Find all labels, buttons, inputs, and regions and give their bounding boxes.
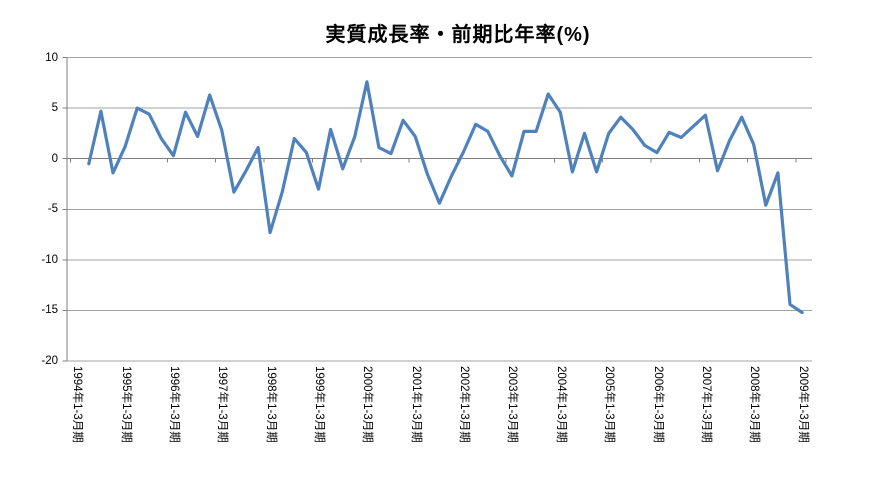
y-axis-tick-label: 0 — [51, 152, 58, 165]
y-axis-tick-label: 10 — [45, 51, 58, 64]
y-axis-tick-label: -10 — [41, 253, 58, 266]
x-axis-tick-label: 2002年1-3月期 — [458, 366, 471, 443]
x-axis-tick-label: 2005年1-3月期 — [603, 366, 616, 443]
gridlines — [67, 57, 812, 362]
x-axis-tick-label: 1999年1-3月期 — [313, 366, 325, 443]
x-axis-tick-label: 2000年1-3月期 — [361, 366, 374, 443]
x-axis-tick-label: 2009年1-3月期 — [796, 366, 809, 443]
y-axis-tick-label: -5 — [47, 203, 58, 216]
x-axis-tick-label: 2006年1-3月期 — [651, 366, 664, 443]
gdp-growth-line-series — [87, 80, 804, 315]
x-axis-tick-label: 1997年1-3月期 — [216, 366, 229, 443]
x-axis-tick-label: 1996年1-3月期 — [167, 366, 180, 443]
series-line — [87, 80, 804, 315]
x-axis-tick-label: 2001年1-3月期 — [409, 366, 422, 443]
axis-ticks — [62, 57, 797, 362]
x-axis-tick-label: 2003年1-3月期 — [506, 366, 519, 443]
x-axis-tick-label: 2007年1-3月期 — [699, 366, 712, 443]
y-axis-tick-label: -15 — [41, 304, 58, 317]
chart-title: 実質成長率・前期比年率(%) — [325, 24, 591, 46]
x-axis-tick-label: 2004年1-3月期 — [554, 366, 567, 443]
x-axis-tick-label: 2008年1-3月期 — [748, 366, 761, 443]
x-axis-tick-label: 1998年1-3月期 — [264, 366, 277, 443]
y-axis-tick-label: -20 — [41, 355, 58, 368]
x-axis-tick-label: 1994年1-3月期 — [71, 366, 84, 443]
x-axis-tick-label: 1995年1-3月期 — [119, 366, 132, 443]
y-axis-tick-label: 5 — [51, 102, 58, 115]
